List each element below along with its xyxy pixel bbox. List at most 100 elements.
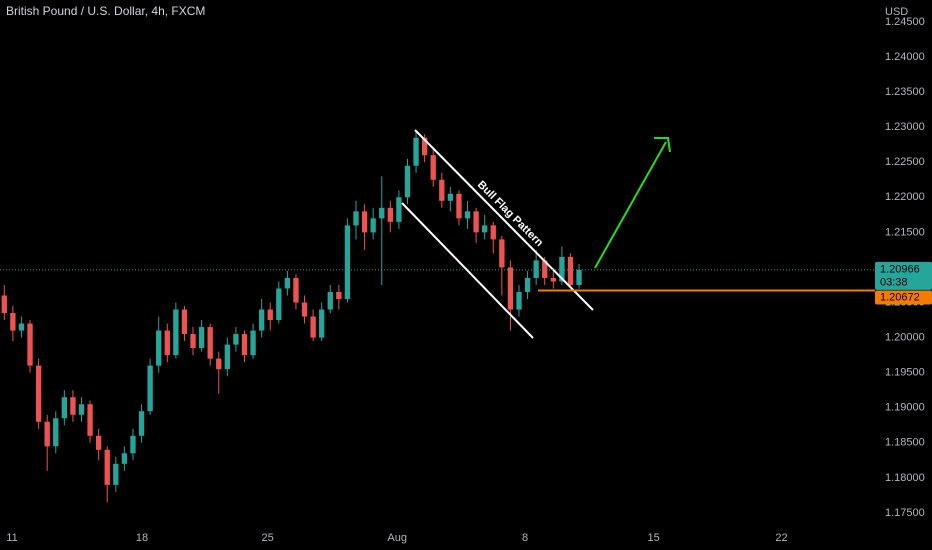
y-tick-label: 1.20000: [885, 331, 925, 343]
candle-body: [344, 225, 351, 300]
candle-body: [336, 291, 342, 300]
y-tick-label: 1.22500: [885, 156, 925, 168]
y-tick-label: 1.19500: [885, 367, 925, 379]
arrow-head: [654, 137, 671, 153]
candle-body: [138, 411, 145, 436]
candle-body: [524, 277, 531, 292]
candle-body: [421, 137, 428, 156]
candle-body: [216, 358, 222, 370]
candle-body: [130, 435, 136, 454]
candle-body: [361, 211, 368, 233]
candle-body: [113, 463, 119, 485]
y-tick-label: 1.21500: [885, 226, 925, 238]
candle-body: [439, 179, 445, 201]
support-tag: [875, 290, 932, 305]
candle-body: [499, 239, 505, 268]
candle-body: [53, 418, 59, 447]
candle-body: [181, 309, 188, 335]
y-tick-label: 1.17500: [885, 507, 925, 519]
candle-body: [35, 365, 42, 422]
plot: [1, 130, 582, 503]
candle-body: [353, 211, 359, 226]
candle-body: [387, 207, 393, 222]
y-tick-label: 1.24000: [885, 51, 925, 63]
candle-body: [507, 267, 514, 310]
candle-body: [310, 316, 316, 338]
candle-body: [447, 193, 454, 201]
candle-body: [293, 277, 299, 303]
y-tick-label: 1.19000: [885, 402, 925, 414]
candle-body: [95, 435, 102, 450]
candle-body: [542, 260, 548, 278]
candle-body: [516, 291, 522, 310]
candle-body: [121, 453, 128, 464]
candle-body: [87, 404, 93, 436]
candle-body: [267, 309, 273, 321]
y-tick-label: 1.23500: [885, 86, 925, 98]
candle-body: [198, 327, 205, 349]
support-label: 1.20672: [880, 291, 920, 303]
channel-lower: [401, 202, 534, 339]
last-price-tag: [875, 261, 932, 290]
candle-body: [456, 193, 462, 219]
candle-body: [173, 309, 179, 356]
candle-body: [1, 295, 7, 314]
arrow: [594, 141, 667, 269]
channel-upper: [414, 129, 594, 311]
x-tick-label: 11: [6, 532, 17, 544]
candle-body: [233, 334, 239, 345]
candle-body: [258, 309, 265, 331]
candle-body: [370, 218, 376, 233]
chart-title: British Pound / U.S. Dollar, 4h, FXCM: [6, 4, 205, 18]
x-tick-label: 18: [136, 532, 148, 544]
candle-body: [567, 256, 574, 285]
candle-body: [576, 269, 582, 285]
last-price-label: 1.20966: [880, 264, 920, 276]
currency: USD: [885, 6, 908, 18]
candle-body: [379, 207, 385, 219]
x-tick-label: 15: [648, 532, 660, 544]
y-tick-label: 1.23000: [885, 121, 925, 133]
candle-body: [404, 165, 411, 198]
candle-body: [533, 260, 539, 278]
candle-body: [464, 211, 471, 219]
x-tick-label: 8: [522, 532, 528, 544]
x-tick-label: 22: [775, 532, 787, 544]
candle-body: [207, 327, 213, 359]
candle-body: [241, 334, 248, 356]
candle-body: [70, 397, 76, 415]
candle-body: [301, 302, 308, 317]
candle-body: [284, 277, 291, 289]
y-tick-label: 1.18000: [885, 472, 925, 484]
candle-body: [413, 137, 419, 166]
candle-body: [147, 365, 153, 412]
candle-body: [190, 334, 196, 349]
y-tick-label: 1.18500: [885, 437, 925, 449]
y-tick-label: 1.22000: [885, 191, 925, 203]
candle-body: [490, 225, 496, 240]
candle-body: [250, 330, 256, 356]
candle-body: [104, 449, 110, 485]
candle-body: [559, 256, 565, 282]
candle-body: [327, 291, 333, 310]
candle-body: [61, 397, 67, 419]
candle-body: [156, 330, 162, 366]
candle-body: [78, 404, 85, 415]
candle-body: [224, 344, 230, 370]
candle-body: [276, 288, 282, 321]
candle-body: [10, 313, 16, 331]
candle-body: [164, 330, 170, 356]
countdown: 03:38: [880, 277, 908, 289]
candle-body: [482, 225, 488, 233]
candle-body: [430, 155, 436, 180]
y-tick-label: 1.24500: [885, 16, 925, 28]
candle-body: [396, 197, 402, 222]
x-tick-label: Aug: [387, 532, 407, 544]
candle-body: [550, 277, 556, 282]
candle-body: [44, 421, 50, 447]
candle-body: [18, 323, 25, 331]
candle-body: [319, 309, 325, 338]
x-tick-label: 25: [262, 532, 274, 544]
